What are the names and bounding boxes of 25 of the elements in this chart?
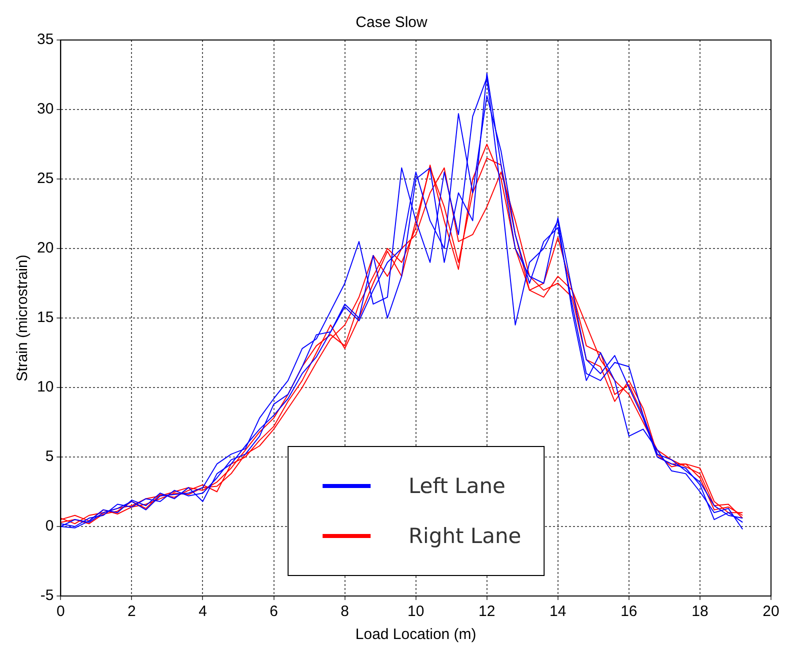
chart-title: Case Slow (356, 14, 428, 32)
legend-label: Left Lane (408, 474, 506, 498)
y-tick-label: 0 (45, 518, 54, 535)
y-tick-label: 35 (36, 31, 54, 48)
x-tick-label: 16 (620, 603, 638, 620)
y-tick-label: 15 (36, 309, 54, 326)
x-tick-label: 4 (198, 603, 207, 620)
legend-label: Right Lane (408, 524, 522, 548)
y-axis-title: Strain (microstrain) (14, 254, 32, 382)
x-tick-label: 8 (340, 603, 349, 620)
x-tick-label: 12 (478, 603, 496, 620)
x-tick-label: 14 (550, 603, 566, 620)
x-tick-label: 6 (270, 603, 278, 620)
y-tick-label: 20 (36, 240, 54, 257)
y-tick-label: 30 (36, 100, 54, 118)
x-tick-label: 20 (762, 603, 780, 620)
x-tick-label: 2 (128, 603, 136, 620)
y-tick-label: 10 (36, 378, 54, 396)
x-tick-label: 0 (56, 603, 65, 620)
y-tick-label: 5 (45, 448, 54, 466)
y-tick-label: 25 (36, 170, 54, 188)
x-tick-label: 10 (408, 603, 424, 620)
y-tick-label: -5 (40, 587, 54, 604)
x-axis-title: Load Location (m) (355, 626, 476, 644)
x-tick-label: 18 (692, 603, 708, 620)
